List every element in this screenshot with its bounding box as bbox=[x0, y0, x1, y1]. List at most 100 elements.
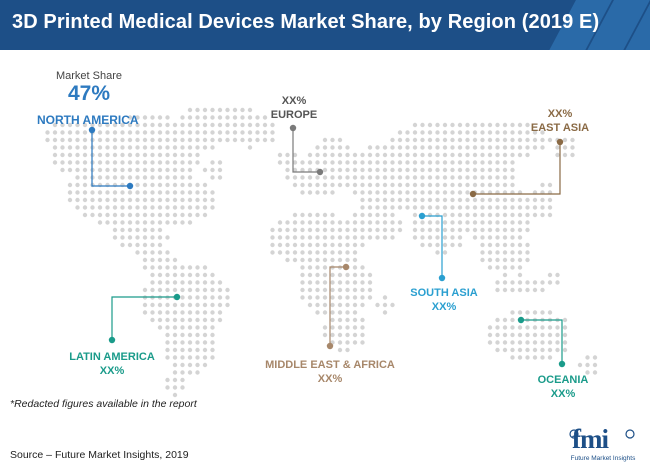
latin-america-label: LATIN AMERICA bbox=[69, 351, 155, 363]
map-dot bbox=[547, 325, 553, 330]
map-dot bbox=[262, 115, 268, 120]
map-dot bbox=[225, 295, 230, 300]
map-dot bbox=[112, 122, 118, 128]
map-dot bbox=[225, 115, 230, 120]
map-dot bbox=[142, 287, 148, 293]
north-america-label: NORTH AMERICA bbox=[37, 113, 139, 127]
map-dot bbox=[202, 115, 208, 120]
map-dot bbox=[337, 235, 343, 240]
map-dot bbox=[360, 332, 365, 338]
map-dot bbox=[300, 272, 305, 278]
map-dot bbox=[495, 250, 500, 255]
oceania-value: XX% bbox=[550, 388, 576, 400]
map-dot bbox=[202, 272, 208, 278]
map-dot bbox=[202, 355, 208, 360]
map-dot bbox=[555, 340, 560, 345]
map-dot bbox=[150, 122, 155, 128]
map-dot bbox=[120, 130, 125, 135]
map-dot bbox=[270, 122, 275, 128]
map-dot bbox=[75, 122, 80, 128]
map-dot bbox=[247, 115, 253, 120]
map-dot bbox=[495, 242, 500, 248]
map-dot bbox=[352, 265, 358, 270]
map-dot bbox=[472, 212, 478, 218]
map-dot bbox=[412, 197, 418, 203]
map-dot bbox=[502, 235, 508, 240]
map-dot bbox=[142, 130, 148, 135]
map-dot bbox=[510, 287, 515, 293]
map-dot bbox=[570, 152, 575, 158]
map-dot bbox=[300, 182, 305, 188]
map-dot bbox=[525, 250, 530, 255]
map-dot bbox=[172, 212, 178, 218]
map-dot bbox=[112, 235, 118, 240]
map-dot bbox=[67, 152, 73, 158]
map-dot bbox=[405, 160, 410, 165]
map-dot bbox=[517, 355, 523, 360]
map-dot bbox=[382, 295, 388, 300]
map-dot bbox=[345, 257, 350, 263]
oceania-label: OCEANIA bbox=[537, 374, 589, 386]
map-dot bbox=[142, 197, 148, 203]
map-dot bbox=[450, 130, 455, 135]
map-dot bbox=[157, 220, 163, 225]
map-dot bbox=[210, 340, 215, 345]
map-dot bbox=[187, 182, 193, 188]
map-dot bbox=[210, 332, 215, 338]
map-dot bbox=[322, 145, 328, 150]
map-dot bbox=[435, 182, 440, 188]
map-dot bbox=[435, 145, 440, 150]
map-dot bbox=[495, 130, 500, 135]
map-dot bbox=[547, 272, 553, 278]
map-dot bbox=[142, 205, 148, 210]
map-dot bbox=[510, 265, 515, 270]
map-dot bbox=[487, 175, 493, 180]
map-dot bbox=[517, 205, 523, 210]
map-dot bbox=[315, 145, 320, 150]
map-dot bbox=[495, 182, 500, 188]
map-dot bbox=[307, 220, 313, 225]
map-dot bbox=[382, 175, 388, 180]
map-dot bbox=[195, 212, 200, 218]
map-dot bbox=[67, 160, 73, 165]
map-dot bbox=[150, 152, 155, 158]
middle-east-africa-value: XX% bbox=[317, 373, 343, 385]
map-dot bbox=[202, 197, 208, 203]
map-dot bbox=[330, 167, 335, 173]
map-dot bbox=[60, 167, 65, 173]
map-dot bbox=[187, 107, 193, 113]
map-dot bbox=[187, 347, 193, 353]
map-dot bbox=[180, 325, 185, 330]
map-dot bbox=[382, 167, 388, 173]
map-dot bbox=[300, 167, 305, 173]
map-dot bbox=[480, 235, 485, 240]
map-dot bbox=[337, 175, 343, 180]
map-dot bbox=[157, 287, 163, 293]
map-dot bbox=[457, 197, 463, 203]
map-dot bbox=[127, 137, 133, 143]
map-dot bbox=[322, 295, 328, 300]
map-dot bbox=[360, 182, 365, 188]
map-dot bbox=[195, 115, 200, 120]
map-dot bbox=[442, 205, 448, 210]
map-dot bbox=[487, 167, 493, 173]
map-dot bbox=[82, 205, 88, 210]
map-dot bbox=[157, 145, 163, 150]
map-dot bbox=[337, 347, 343, 353]
map-dot bbox=[405, 175, 410, 180]
map-dot bbox=[442, 152, 448, 158]
map-dot bbox=[97, 122, 103, 128]
map-dot bbox=[172, 310, 178, 315]
map-dot bbox=[255, 122, 260, 128]
map-dot bbox=[127, 175, 133, 180]
source-note: Source – Future Market Insights, 2019 bbox=[10, 449, 189, 461]
map-dot bbox=[382, 302, 388, 308]
map-dot bbox=[502, 175, 508, 180]
map-dot bbox=[480, 197, 485, 203]
map-dot bbox=[210, 205, 215, 210]
map-dot bbox=[480, 175, 485, 180]
map-dot bbox=[487, 197, 493, 203]
map-dot bbox=[427, 152, 433, 158]
map-dot bbox=[345, 340, 350, 345]
map-dot bbox=[187, 370, 193, 375]
